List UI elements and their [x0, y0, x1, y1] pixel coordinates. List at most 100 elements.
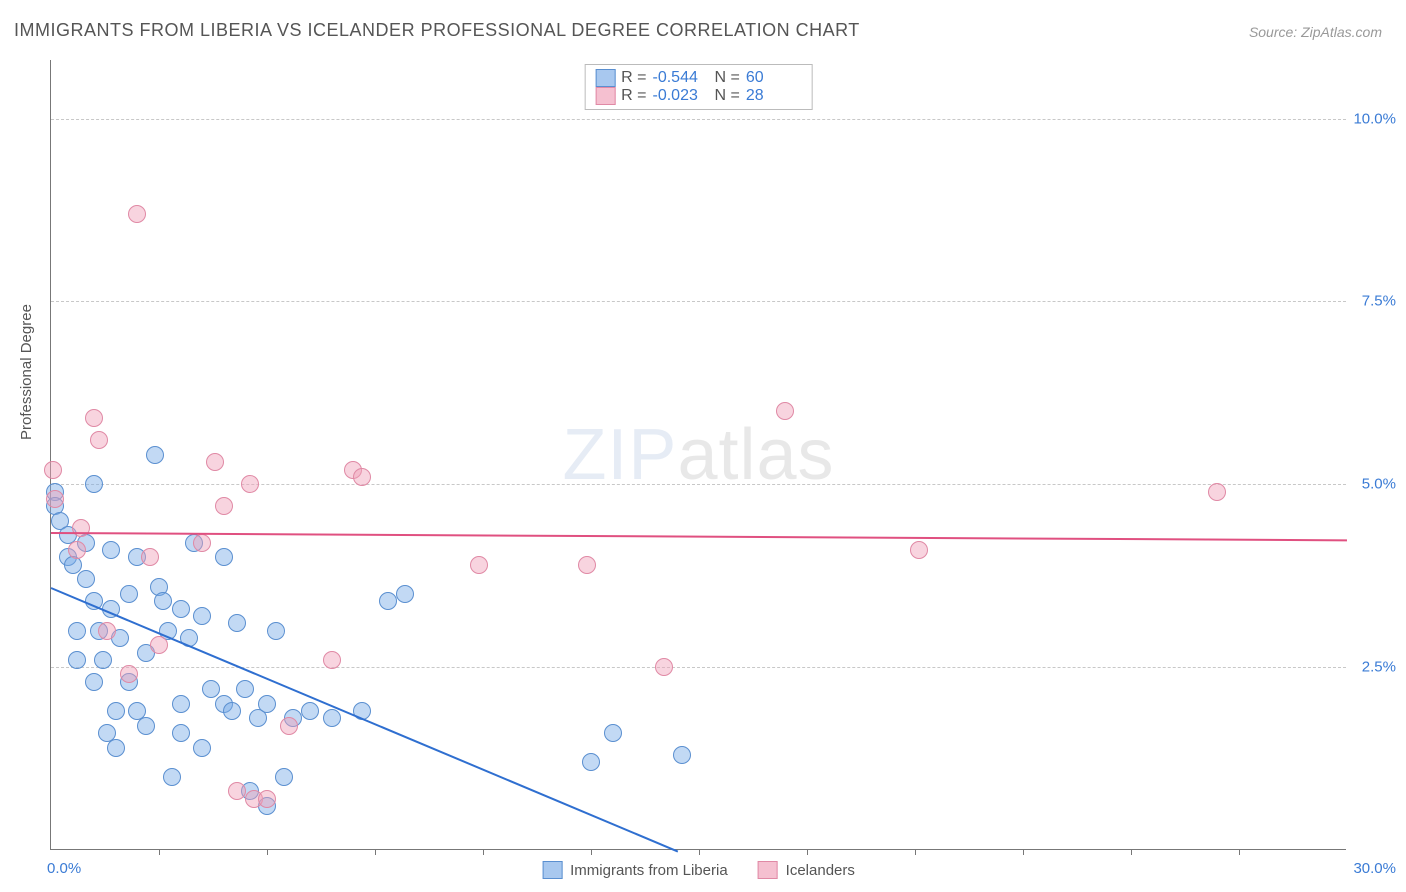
source-attribution: Source: ZipAtlas.com	[1249, 24, 1382, 40]
legend-label: Icelanders	[786, 862, 855, 879]
scatter-plot-area: ZIPatlas R =-0.544N =60R =-0.023N =28 Im…	[50, 60, 1346, 850]
data-point	[102, 541, 120, 559]
data-point	[85, 409, 103, 427]
watermark-atlas: atlas	[677, 415, 834, 495]
data-point	[228, 614, 246, 632]
data-point	[77, 570, 95, 588]
data-point	[128, 205, 146, 223]
legend-swatch	[758, 861, 778, 879]
x-axis-origin-label: 0.0%	[47, 860, 81, 877]
data-point	[193, 534, 211, 552]
data-point	[215, 548, 233, 566]
legend-label: Immigrants from Liberia	[570, 862, 728, 879]
data-point	[68, 622, 86, 640]
data-point	[137, 717, 155, 735]
data-point	[673, 746, 691, 764]
data-point	[150, 636, 168, 654]
trend-line	[51, 532, 1347, 541]
x-tick	[591, 849, 592, 855]
data-point	[258, 790, 276, 808]
x-axis-max-label: 30.0%	[1353, 860, 1396, 877]
n-value: 28	[746, 87, 802, 105]
data-point	[193, 607, 211, 625]
stats-row: R = -0.023 N = 28	[595, 87, 802, 105]
data-point	[236, 680, 254, 698]
data-point	[85, 475, 103, 493]
data-point	[776, 402, 794, 420]
x-tick	[483, 849, 484, 855]
y-axis-label: Professional Degree	[18, 304, 35, 440]
data-point	[172, 600, 190, 618]
y-tick-label: 5.0%	[1362, 476, 1396, 493]
watermark: ZIPatlas	[562, 414, 834, 496]
x-tick	[1239, 849, 1240, 855]
data-point	[120, 665, 138, 683]
data-point	[353, 468, 371, 486]
legend-item: Immigrants from Liberia	[542, 861, 728, 879]
series-swatch	[595, 87, 615, 105]
r-label: R =	[621, 69, 646, 87]
data-point	[323, 709, 341, 727]
data-point	[146, 446, 164, 464]
x-tick	[267, 849, 268, 855]
x-tick	[807, 849, 808, 855]
n-label: N =	[715, 69, 740, 87]
data-point	[280, 717, 298, 735]
data-point	[470, 556, 488, 574]
stats-row: R = -0.544 N = 60	[595, 69, 802, 87]
data-point	[98, 622, 116, 640]
x-tick	[1131, 849, 1132, 855]
legend-item: Icelanders	[758, 861, 855, 879]
data-point	[910, 541, 928, 559]
data-point	[44, 461, 62, 479]
data-point	[655, 658, 673, 676]
r-value: -0.023	[653, 87, 709, 105]
data-point	[120, 585, 138, 603]
gridline	[51, 301, 1346, 302]
y-tick-label: 10.0%	[1353, 110, 1396, 127]
data-point	[578, 556, 596, 574]
data-point	[94, 651, 112, 669]
data-point	[396, 585, 414, 603]
data-point	[163, 768, 181, 786]
data-point	[267, 622, 285, 640]
chart-title: IMMIGRANTS FROM LIBERIA VS ICELANDER PRO…	[14, 20, 860, 41]
data-point	[46, 490, 64, 508]
data-point	[68, 651, 86, 669]
data-point	[202, 680, 220, 698]
r-value: -0.544	[653, 69, 709, 87]
data-point	[223, 702, 241, 720]
r-label: R =	[621, 87, 646, 105]
data-point	[241, 475, 259, 493]
series-swatch	[595, 69, 615, 87]
x-tick	[159, 849, 160, 855]
data-point	[90, 431, 108, 449]
data-point	[379, 592, 397, 610]
data-point	[107, 739, 125, 757]
data-point	[193, 739, 211, 757]
data-point	[323, 651, 341, 669]
data-point	[72, 519, 90, 537]
data-point	[206, 453, 224, 471]
x-tick	[915, 849, 916, 855]
x-tick	[699, 849, 700, 855]
legend-swatch	[542, 861, 562, 879]
data-point	[85, 673, 103, 691]
data-point	[172, 695, 190, 713]
data-point	[107, 702, 125, 720]
data-point	[258, 695, 276, 713]
n-label: N =	[715, 87, 740, 105]
data-point	[141, 548, 159, 566]
watermark-zip: ZIP	[562, 415, 677, 495]
n-value: 60	[746, 69, 802, 87]
x-tick	[1023, 849, 1024, 855]
data-point	[275, 768, 293, 786]
data-point	[301, 702, 319, 720]
data-point	[215, 497, 233, 515]
data-point	[1208, 483, 1226, 501]
x-tick	[375, 849, 376, 855]
series-legend: Immigrants from Liberia Icelanders	[542, 861, 855, 879]
data-point	[68, 541, 86, 559]
data-point	[228, 782, 246, 800]
correlation-stats-box: R = -0.544 N = 60 R = -0.023 N = 28	[584, 64, 813, 110]
